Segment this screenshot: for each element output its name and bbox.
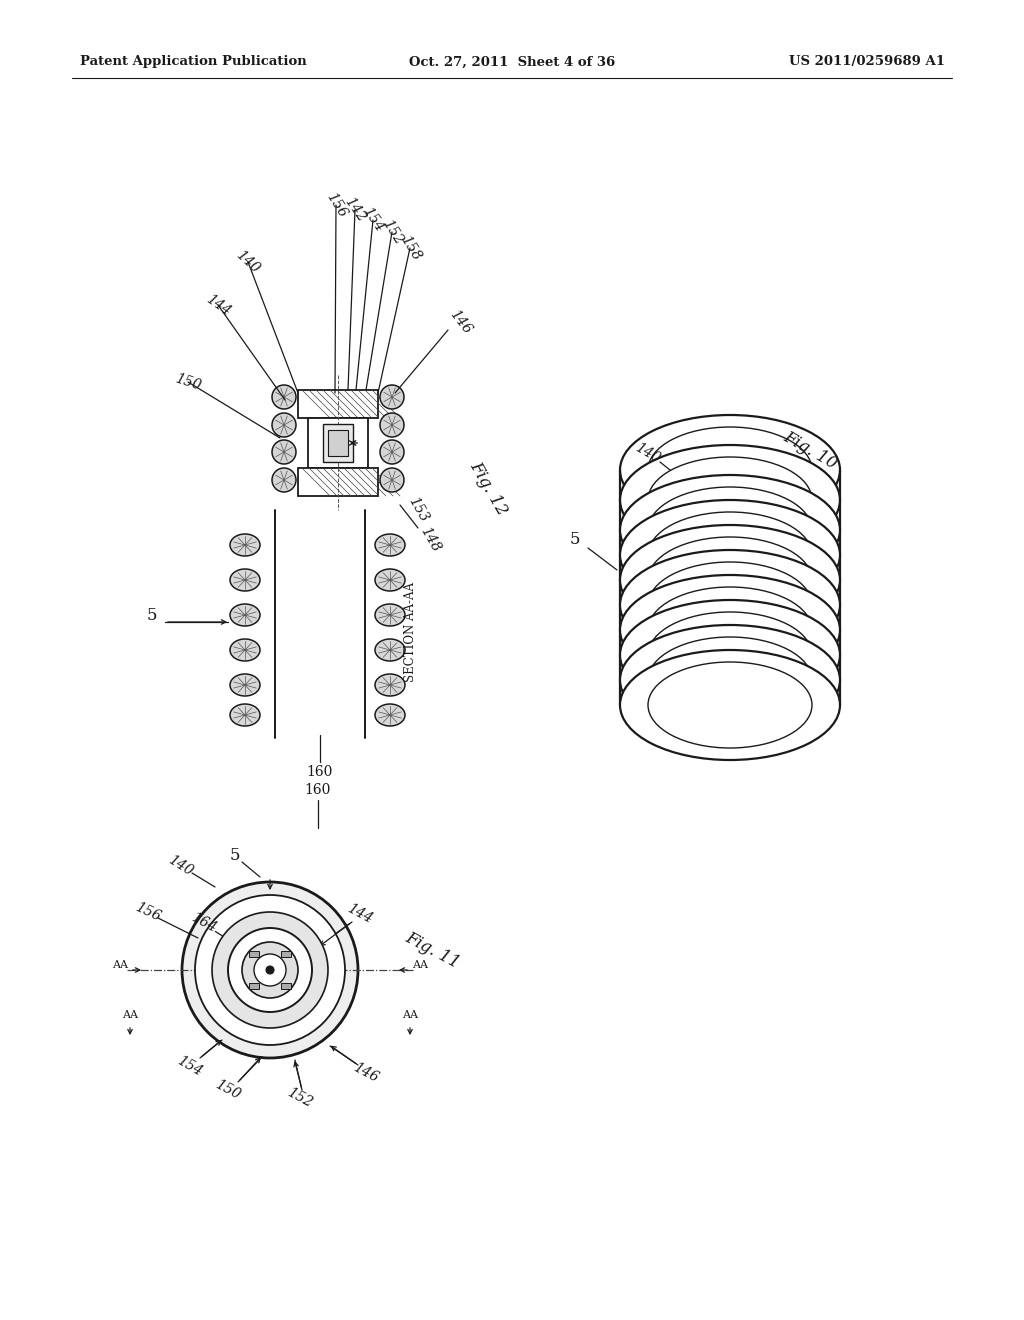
Text: 152: 152 bbox=[379, 216, 404, 247]
Ellipse shape bbox=[620, 475, 840, 585]
Ellipse shape bbox=[648, 612, 812, 698]
Text: 153: 153 bbox=[406, 495, 431, 525]
Text: 164: 164 bbox=[189, 911, 219, 936]
Text: Fig. 11: Fig. 11 bbox=[401, 928, 462, 972]
Circle shape bbox=[242, 942, 298, 998]
Text: 146: 146 bbox=[446, 308, 474, 337]
Text: 5: 5 bbox=[229, 846, 241, 863]
Ellipse shape bbox=[230, 605, 260, 626]
Ellipse shape bbox=[375, 704, 406, 726]
Text: 154: 154 bbox=[359, 205, 386, 235]
Ellipse shape bbox=[648, 638, 812, 723]
Ellipse shape bbox=[620, 624, 840, 735]
Bar bbox=[281, 982, 291, 989]
Text: 142: 142 bbox=[342, 195, 369, 224]
Text: 144: 144 bbox=[203, 292, 232, 318]
Ellipse shape bbox=[375, 639, 406, 661]
Text: 154: 154 bbox=[175, 1053, 205, 1078]
Ellipse shape bbox=[375, 569, 406, 591]
Ellipse shape bbox=[620, 525, 840, 635]
Circle shape bbox=[272, 413, 296, 437]
Circle shape bbox=[182, 882, 358, 1059]
Text: 156: 156 bbox=[133, 900, 163, 924]
Text: AA: AA bbox=[122, 1010, 138, 1020]
Circle shape bbox=[380, 413, 404, 437]
Ellipse shape bbox=[648, 537, 812, 623]
Ellipse shape bbox=[230, 639, 260, 661]
Circle shape bbox=[272, 385, 296, 409]
Ellipse shape bbox=[375, 605, 406, 626]
Text: 5: 5 bbox=[569, 532, 581, 549]
Text: 140: 140 bbox=[165, 853, 195, 879]
Text: 156: 156 bbox=[323, 190, 349, 220]
Text: 140: 140 bbox=[233, 248, 262, 276]
Text: Fig. 12: Fig. 12 bbox=[466, 458, 510, 517]
Ellipse shape bbox=[620, 500, 840, 610]
Bar bbox=[323, 424, 353, 462]
Text: 158: 158 bbox=[397, 234, 423, 263]
Ellipse shape bbox=[648, 457, 812, 543]
Text: AA: AA bbox=[402, 1010, 418, 1020]
Bar bbox=[250, 982, 259, 989]
Text: 5: 5 bbox=[146, 607, 158, 624]
Ellipse shape bbox=[620, 414, 840, 525]
Bar bbox=[328, 430, 348, 455]
Text: 140: 140 bbox=[633, 441, 663, 466]
Circle shape bbox=[212, 912, 328, 1028]
Text: US 2011/0259689 A1: US 2011/0259689 A1 bbox=[790, 55, 945, 69]
Text: 160: 160 bbox=[305, 783, 331, 797]
Ellipse shape bbox=[230, 675, 260, 696]
Text: 144: 144 bbox=[345, 902, 375, 927]
Text: 150: 150 bbox=[213, 1077, 243, 1102]
Ellipse shape bbox=[230, 704, 260, 726]
Circle shape bbox=[380, 440, 404, 465]
Text: Oct. 27, 2011  Sheet 4 of 36: Oct. 27, 2011 Sheet 4 of 36 bbox=[409, 55, 615, 69]
Ellipse shape bbox=[230, 569, 260, 591]
Bar bbox=[298, 469, 378, 496]
Circle shape bbox=[228, 928, 312, 1012]
Circle shape bbox=[272, 440, 296, 465]
Ellipse shape bbox=[375, 535, 406, 556]
Text: 160: 160 bbox=[307, 766, 333, 779]
Text: SECTION AA-AA: SECTION AA-AA bbox=[403, 582, 417, 682]
Ellipse shape bbox=[620, 445, 840, 554]
Bar bbox=[281, 952, 291, 957]
Ellipse shape bbox=[648, 663, 812, 748]
Ellipse shape bbox=[620, 550, 840, 660]
Text: 148: 148 bbox=[418, 525, 442, 554]
Bar bbox=[308, 418, 368, 469]
Circle shape bbox=[272, 469, 296, 492]
Ellipse shape bbox=[620, 576, 840, 685]
Text: AA: AA bbox=[412, 960, 428, 970]
Ellipse shape bbox=[620, 649, 840, 760]
Text: 150: 150 bbox=[173, 371, 203, 393]
Ellipse shape bbox=[648, 587, 812, 673]
Circle shape bbox=[380, 469, 404, 492]
Circle shape bbox=[266, 966, 274, 974]
Text: AA: AA bbox=[112, 960, 128, 970]
Text: Patent Application Publication: Patent Application Publication bbox=[80, 55, 307, 69]
Text: 146: 146 bbox=[351, 1060, 381, 1085]
Circle shape bbox=[195, 895, 345, 1045]
Ellipse shape bbox=[648, 426, 812, 513]
Bar bbox=[250, 952, 259, 957]
Ellipse shape bbox=[648, 562, 812, 648]
Ellipse shape bbox=[230, 535, 260, 556]
Bar bbox=[298, 389, 378, 418]
Text: Fig. 10: Fig. 10 bbox=[780, 428, 840, 473]
Circle shape bbox=[380, 385, 404, 409]
Circle shape bbox=[254, 954, 286, 986]
Ellipse shape bbox=[620, 601, 840, 710]
Text: 152: 152 bbox=[285, 1085, 315, 1110]
Ellipse shape bbox=[375, 675, 406, 696]
Ellipse shape bbox=[648, 512, 812, 598]
Ellipse shape bbox=[648, 487, 812, 573]
